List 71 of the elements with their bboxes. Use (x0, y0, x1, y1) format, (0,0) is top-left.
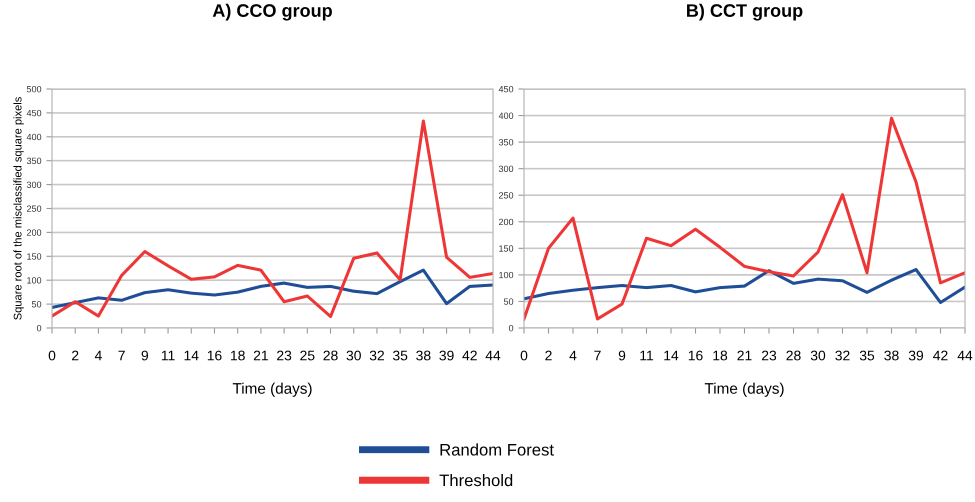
y-tick-label: 300 (26, 182, 42, 188)
y-tick-label: 200 (498, 218, 514, 226)
x-tick-label: 38 (416, 350, 430, 360)
x-tick-label: 23 (277, 350, 292, 360)
chart-title: B) CCT group (687, 4, 802, 21)
x-tick-label: 39 (439, 350, 454, 360)
x-tick-label: 16 (688, 350, 703, 360)
x-tick-label: 44 (958, 350, 972, 360)
line-series (524, 268, 965, 304)
x-tick-label: 2 (72, 350, 78, 360)
x-axis-title: Time (days) (232, 382, 312, 397)
y-tick-label: 300 (498, 166, 514, 172)
y-tick-label: 450 (498, 86, 514, 92)
y-axis-title: Square root of the misclassified square pixels (13, 97, 24, 320)
line-series (52, 268, 493, 309)
y-tick-label: 150 (27, 253, 42, 260)
y-tick-label: 50 (504, 298, 514, 305)
x-axis-title: Time (days) (704, 382, 784, 397)
x-tick-label: 21 (254, 350, 268, 360)
x-tick-label: 42 (933, 350, 948, 360)
y-tick-label: 100 (499, 272, 514, 278)
y-tick-label: 250 (498, 192, 514, 199)
x-tick-label: 39 (908, 350, 924, 360)
x-tick-label: 11 (162, 350, 175, 360)
x-tick-label: 35 (392, 350, 408, 360)
legend-label: Threshold (440, 474, 512, 486)
x-tick-label: 42 (462, 350, 477, 360)
x-tick-label: 23 (762, 350, 776, 360)
x-tick-label: 0 (520, 350, 528, 360)
y-tick-label: 400 (26, 134, 42, 140)
y-tick-label: 250 (26, 205, 42, 212)
y-tick-label: 500 (26, 86, 42, 92)
x-tick-label: 4 (569, 350, 576, 360)
legend-label: Random Forest (440, 443, 554, 456)
x-tick-label: 7 (118, 350, 125, 360)
x-tick-label: 21 (737, 350, 752, 360)
y-tick-label: 0 (508, 324, 514, 332)
y-tick-label: 400 (498, 112, 514, 119)
y-tick-label: 450 (26, 110, 42, 116)
x-tick-label: 44 (486, 350, 500, 360)
x-tick-label: 28 (324, 350, 338, 360)
x-tick-label: 0 (48, 350, 56, 360)
x-tick-label: 18 (231, 350, 245, 360)
x-tick-label: 9 (618, 350, 626, 360)
y-tick-label: 0 (36, 324, 42, 332)
y-tick-label: 350 (26, 158, 42, 164)
chart-title: A) CCO group (212, 4, 332, 21)
x-tick-label: 2 (545, 350, 552, 360)
y-tick-label: 350 (498, 139, 514, 146)
x-tick-label: 35 (860, 350, 874, 360)
line-series (524, 116, 965, 320)
line-series (52, 119, 493, 318)
x-tick-label: 30 (346, 350, 361, 360)
x-tick-label: 9 (142, 350, 148, 360)
x-tick-label: 11 (640, 350, 654, 360)
x-tick-label: 16 (208, 350, 222, 360)
y-tick-label: 100 (27, 277, 42, 284)
x-tick-label: 14 (184, 350, 199, 360)
x-tick-label: 32 (835, 350, 850, 360)
x-tick-label: 28 (786, 350, 801, 360)
x-tick-label: 32 (370, 350, 384, 360)
y-tick-label: 150 (499, 245, 514, 252)
x-tick-label: 38 (884, 350, 899, 360)
y-tick-label: 50 (32, 301, 42, 308)
x-tick-label: 4 (94, 350, 102, 360)
x-tick-label: 7 (594, 350, 601, 360)
x-tick-label: 25 (300, 350, 314, 360)
x-tick-label: 14 (664, 350, 678, 360)
x-tick-label: 30 (810, 350, 826, 360)
x-tick-label: 18 (713, 350, 728, 360)
y-tick-label: 200 (26, 229, 42, 236)
